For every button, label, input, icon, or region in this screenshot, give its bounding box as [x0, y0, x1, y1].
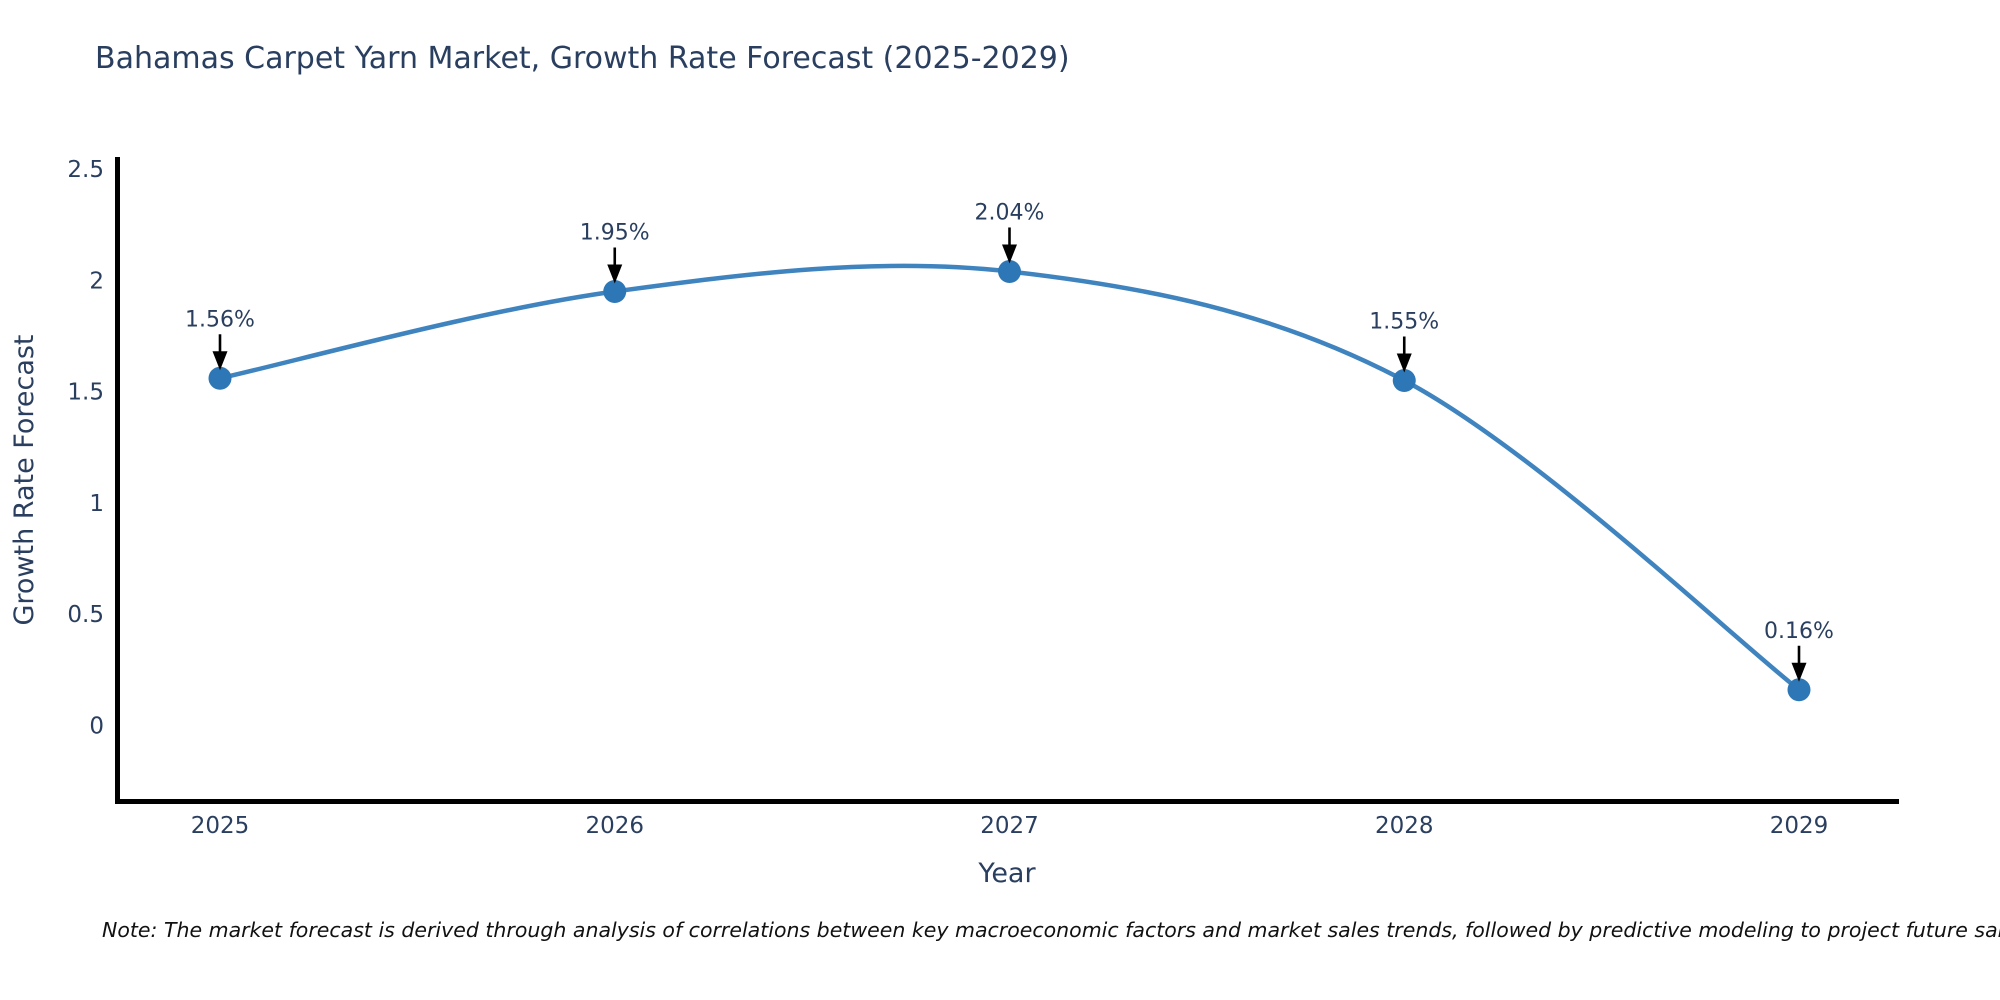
y-tick-label: 1.5	[67, 380, 104, 406]
point-annotations: 1.56% 1.95% 2.04% 1.55% 0.16%	[185, 200, 1834, 682]
point-value-label: 1.55%	[1369, 309, 1439, 334]
x-tick-label: 2026	[585, 813, 644, 839]
data-point-marker	[1392, 368, 1416, 392]
data-point-marker	[1787, 678, 1811, 702]
axis-tick-labels: 0 0.5 1 1.5 2 2.5 2025 2026 2027 2028 2029	[67, 157, 1828, 839]
y-axis-line	[115, 157, 120, 803]
data-point-marker	[998, 259, 1021, 283]
annotation-arrowhead-icon	[607, 264, 623, 284]
y-tick-label: 0.5	[67, 602, 104, 628]
x-tick-label: 2028	[1375, 813, 1434, 839]
x-axis-title: Year	[977, 858, 1036, 889]
y-tick-label: 1	[89, 491, 104, 517]
annotation-arrowhead-icon	[1396, 353, 1412, 373]
x-tick-label: 2025	[191, 813, 250, 839]
x-axis-line	[115, 799, 1899, 804]
point-value-label: 1.95%	[580, 220, 650, 245]
annotation-arrowhead-icon	[1002, 244, 1017, 264]
point-value-label: 1.56%	[185, 307, 255, 332]
y-tick-label: 0	[89, 713, 104, 739]
x-tick-label: 2027	[980, 813, 1039, 839]
annotation-arrowhead-icon	[1791, 662, 1807, 682]
chart-note: Note: The market forecast is derived thr…	[102, 918, 2000, 942]
growth-rate-curve	[217, 263, 1802, 693]
data-point-marker	[208, 366, 232, 390]
y-tick-label: 2.5	[67, 157, 104, 183]
x-tick-label: 2029	[1770, 813, 1829, 839]
y-axis-title: Growth Rate Forecast	[9, 334, 40, 625]
chart-title: Bahamas Carpet Yarn Market, Growth Rate …	[95, 41, 1070, 76]
point-value-label: 2.04%	[975, 200, 1045, 225]
series-line	[217, 263, 1802, 693]
annotation-arrowhead-icon	[212, 351, 228, 371]
series-markers	[208, 259, 1811, 702]
data-point-marker	[603, 279, 627, 303]
point-value-label: 0.16%	[1764, 619, 1834, 644]
y-tick-label: 2	[89, 268, 104, 294]
